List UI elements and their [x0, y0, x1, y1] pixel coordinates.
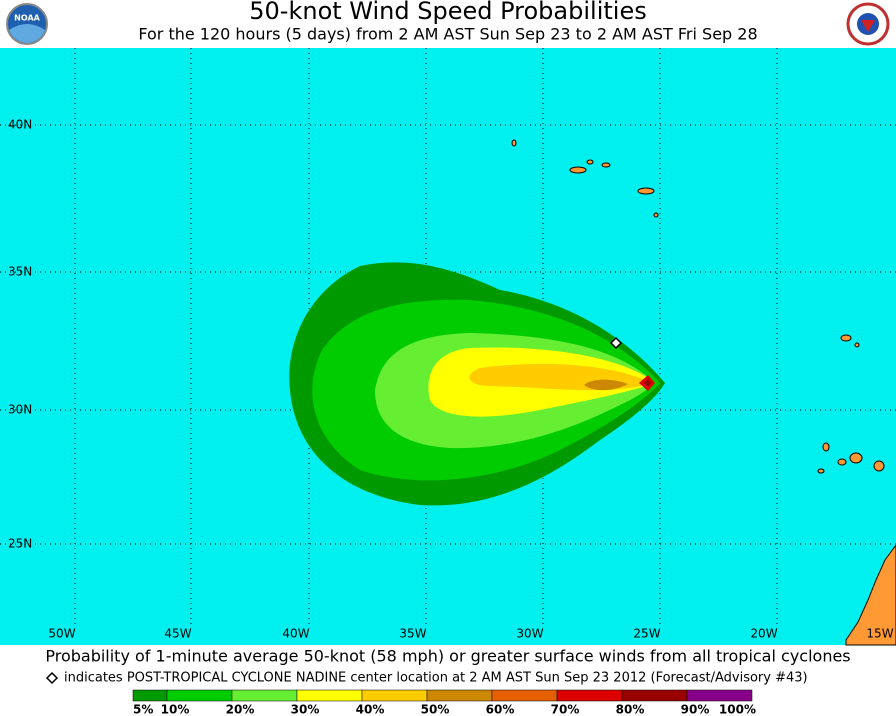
- noaa-text: NOAA: [14, 14, 40, 23]
- title: 50-knot Wind Speed Probabilities: [249, 0, 646, 25]
- legend-label: 20%: [226, 703, 255, 716]
- land: [511, 139, 896, 646]
- lat-label: 25N: [8, 537, 32, 551]
- axis-labels: 40N 35N 30N 25N 50W 45W 40W 35W 30W 25W 20W 15W: [8, 118, 894, 641]
- legend-swatch: [426, 689, 493, 702]
- nws-logo: [846, 2, 890, 46]
- legend-swatch: [556, 689, 623, 702]
- lon-label: 20W: [750, 627, 777, 641]
- probability-contours: [289, 262, 665, 506]
- grid: [0, 48, 896, 625]
- lat-label: 30N: [8, 403, 32, 417]
- legend-label: 50%: [421, 703, 450, 716]
- caption: Probability of 1-minute average 50-knot …: [45, 647, 850, 666]
- legend-swatch: [491, 689, 558, 702]
- noaa-logo: NOAA: [6, 3, 48, 45]
- legend-label: 5%: [133, 703, 153, 716]
- legend-label: 80%: [616, 703, 645, 716]
- legend-label: 70%: [551, 703, 580, 716]
- lon-label: 25W: [633, 627, 660, 641]
- legend-label: 10%: [161, 703, 190, 716]
- lat-label: 40N: [8, 118, 32, 132]
- legend-swatch: [296, 689, 363, 702]
- legend-swatch: [686, 689, 753, 702]
- lon-label: 40W: [282, 627, 309, 641]
- legend-swatch: [166, 689, 233, 702]
- lon-label: 15W: [866, 627, 893, 641]
- legend-label: 30%: [291, 703, 320, 716]
- legend-label: 60%: [486, 703, 515, 716]
- legend-swatch: [231, 689, 298, 702]
- legend-label: 40%: [356, 703, 385, 716]
- legend-swatch: [132, 689, 168, 702]
- diamond-icon: [45, 671, 59, 685]
- subtitle: For the 120 hours (5 days) from 2 AM AST…: [138, 25, 757, 44]
- legend-label: 100%: [719, 703, 756, 716]
- lon-label: 50W: [48, 627, 75, 641]
- advisory-note: indicates POST-TROPICAL CYCLONE NADINE c…: [64, 671, 808, 686]
- lat-label: 35N: [8, 265, 32, 279]
- legend-swatch: [361, 689, 428, 702]
- legend-label: 90%: [681, 703, 710, 716]
- lon-label: 35W: [399, 627, 426, 641]
- legend: 5% 10% 20% 30% 40% 50% 60% 70% 80% 90% 100%: [132, 689, 756, 716]
- lon-label: 30W: [516, 627, 543, 641]
- lon-label: 45W: [164, 627, 191, 641]
- legend-swatch: [621, 689, 688, 702]
